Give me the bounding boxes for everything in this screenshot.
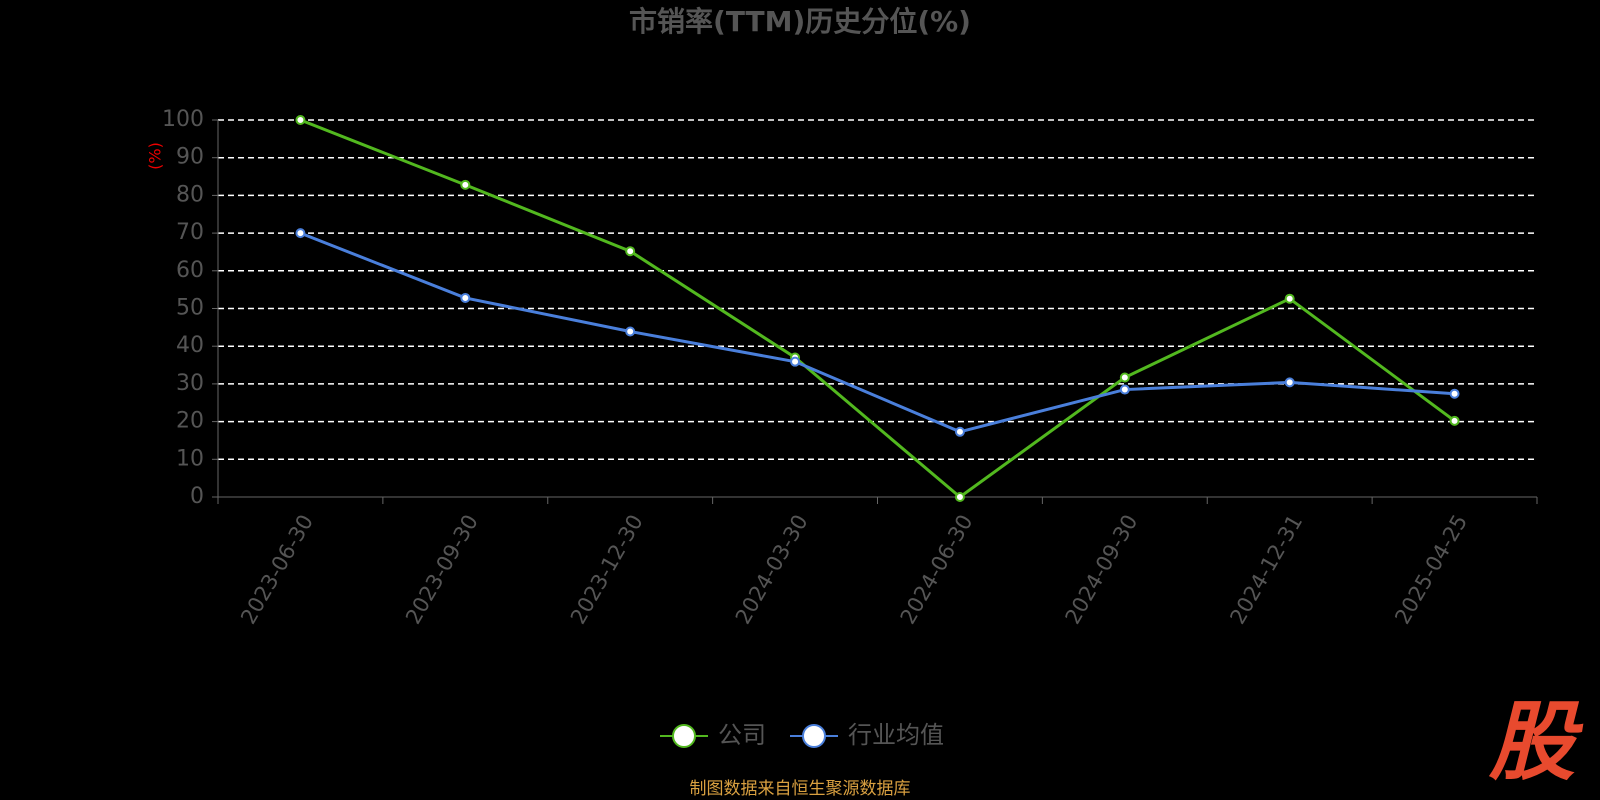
data-point: [1449, 388, 1460, 399]
legend-marker: [672, 724, 696, 748]
logo: 股: [1488, 692, 1584, 792]
data-point: [625, 326, 636, 337]
y-tick-label: 60: [176, 258, 204, 283]
y-tick-label: 30: [176, 371, 204, 396]
series-line: [299, 231, 1455, 434]
data-point: [1449, 415, 1460, 426]
data-point: [460, 179, 471, 190]
data-point: [1284, 293, 1295, 304]
data-point: [954, 492, 965, 502]
data-point: [1119, 384, 1130, 395]
data-point: [1119, 372, 1130, 383]
y-tick-label: 70: [176, 220, 204, 245]
y-axis-label: (%): [146, 142, 165, 170]
data-point: [295, 228, 306, 239]
legend-label: 公司: [718, 721, 766, 749]
y-tick-label: 40: [176, 333, 204, 358]
y-tick-label: 100: [162, 107, 204, 132]
data-point: [460, 292, 471, 303]
data-point: [790, 356, 801, 367]
data-point: [1284, 377, 1295, 388]
y-tick-label: 10: [176, 446, 204, 471]
y-tick-label: 90: [176, 145, 204, 170]
data-point: [625, 246, 636, 257]
y-tick-label: 80: [176, 182, 204, 207]
source-note: 制图数据来自恒生聚源数据库: [690, 779, 911, 799]
y-tick-label: 0: [190, 484, 204, 509]
data-point: [295, 115, 306, 125]
data-point: [954, 426, 965, 437]
y-tick-label: 50: [176, 296, 204, 321]
y-tick-label: 20: [176, 409, 204, 434]
legend-label: 行业均值: [848, 721, 944, 749]
chart-title: 市销率(TTM)历史分位(%): [629, 5, 971, 38]
legend-marker: [802, 724, 826, 748]
series-line: [299, 118, 1456, 499]
